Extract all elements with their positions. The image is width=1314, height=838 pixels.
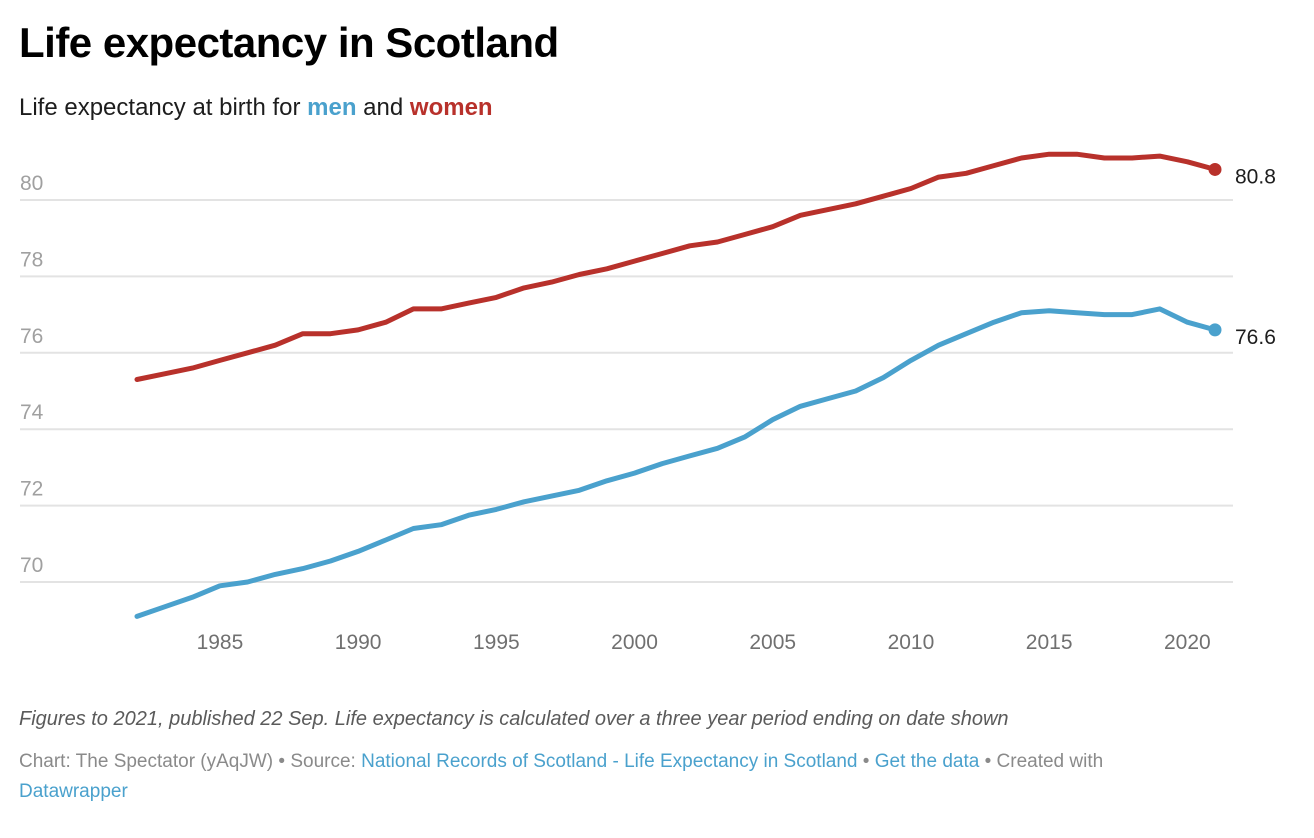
- chart-title: Life expectancy in Scotland: [19, 19, 559, 66]
- gridlines: [20, 199, 1233, 583]
- source-link[interactable]: National Records of Scotland - Life Expe…: [361, 751, 858, 772]
- y-tick-label: 74: [20, 401, 44, 424]
- end-label-men: 76.6: [1235, 326, 1276, 349]
- y-axis: 70 72 74 76 78 80: [20, 172, 44, 577]
- created-with-label: Created with: [996, 751, 1104, 772]
- get-the-data-link[interactable]: Get the data: [874, 751, 980, 772]
- subtitle-and: and: [356, 94, 410, 121]
- series-men: 76.6: [134, 306, 1276, 619]
- y-tick-label: 72: [20, 478, 43, 501]
- series-women: 80.8: [134, 151, 1276, 382]
- chart-byline: Chart: The Spectator (yAqJW) • Source: N…: [19, 747, 1289, 807]
- line-women: [134, 151, 1218, 382]
- end-label-women: 80.8: [1235, 165, 1276, 188]
- line-men: [134, 306, 1218, 619]
- y-tick-label: 76: [20, 325, 43, 348]
- x-tick-label: 1990: [335, 631, 382, 654]
- chart-notes: Figures to 2021, published 22 Sep. Life …: [19, 708, 1009, 730]
- chart-credit: Chart: The Spectator (yAqJW): [19, 751, 274, 772]
- line-chart: 70 72 74 76 78 80 1985 1990 1995 2000 2005 2010 201…: [20, 151, 1276, 654]
- y-tick-label: 80: [20, 172, 43, 195]
- y-tick-label: 70: [20, 554, 43, 577]
- separator: •: [979, 751, 997, 772]
- y-tick-label: 78: [20, 248, 43, 271]
- separator: •: [857, 751, 875, 772]
- x-tick-label: 2000: [611, 631, 658, 654]
- x-axis: 1985 1990 1995 2000 2005 2010 2015 2020: [197, 631, 1211, 654]
- x-tick-label: 1985: [197, 631, 244, 654]
- source-label: Source:: [290, 751, 362, 772]
- x-tick-label: 2020: [1164, 631, 1211, 654]
- series: 80.8 76.6: [134, 151, 1276, 619]
- x-tick-label: 2005: [749, 631, 796, 654]
- x-tick-label: 2010: [888, 631, 935, 654]
- separator: •: [273, 751, 291, 772]
- legend-women: women: [409, 94, 493, 121]
- legend-men: men: [307, 94, 357, 121]
- chart-subtitle: Life expectancy at birth for men and wom…: [19, 92, 493, 124]
- end-point-men: [1208, 323, 1222, 337]
- x-tick-label: 1995: [473, 631, 520, 654]
- end-point-women: [1208, 162, 1222, 176]
- subtitle-prefix: Life expectancy at birth for: [19, 94, 308, 121]
- datawrapper-link[interactable]: Datawrapper: [19, 781, 128, 802]
- x-tick-label: 2015: [1026, 631, 1073, 654]
